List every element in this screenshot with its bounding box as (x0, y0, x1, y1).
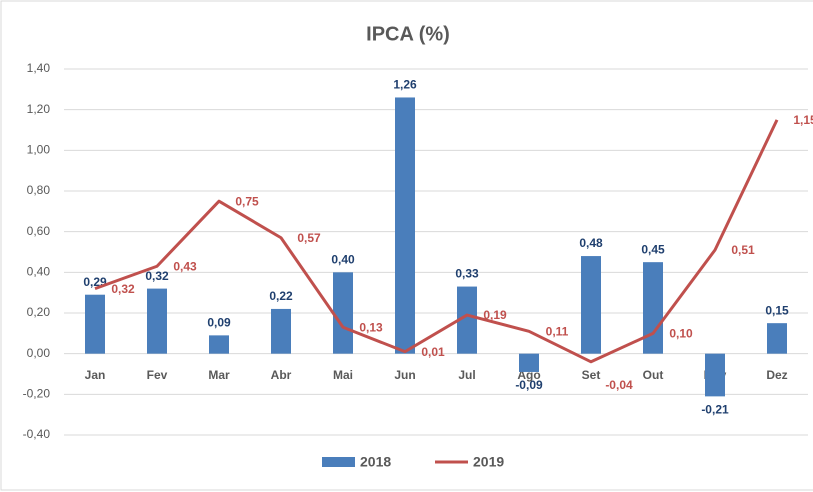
data-label: 1,26 (393, 78, 417, 92)
bar (85, 294, 105, 354)
y-tick-label: 1,20 (27, 102, 51, 116)
data-label: 0,75 (235, 194, 259, 208)
data-label: 0,32 (145, 269, 169, 283)
data-label: 0,33 (455, 267, 479, 281)
data-label: 0,45 (641, 242, 665, 256)
data-label: 0,22 (269, 289, 293, 303)
bar (767, 323, 787, 354)
data-label: 0,10 (669, 327, 693, 341)
data-label: -0,21 (701, 403, 729, 417)
data-label: -0,09 (515, 378, 543, 392)
bar (271, 308, 291, 354)
line (94, 119, 779, 364)
data-label: 0,09 (207, 316, 231, 330)
x-tick-label: Jan (85, 368, 106, 382)
data-label: 0,57 (297, 231, 321, 245)
x-tick-label: Jun (394, 368, 415, 382)
y-tick-label: 0,40 (27, 265, 51, 279)
y-tick-label: -0,20 (23, 387, 51, 401)
legend-label: 2019 (473, 454, 504, 470)
x-tick-label: Jul (458, 368, 475, 382)
y-tick-label: -0,40 (23, 427, 51, 441)
chart-title: IPCA (%) (366, 23, 450, 45)
y-tick-label: 1,40 (27, 61, 51, 75)
bar (581, 256, 601, 354)
y-tick-label: 0,80 (27, 183, 51, 197)
data-label: 0,19 (483, 308, 507, 322)
data-label: -0,04 (605, 378, 633, 392)
x-tick-label: Abr (271, 368, 292, 382)
bar (705, 353, 725, 397)
data-label: 0,11 (546, 324, 569, 338)
x-tick-label: Mai (333, 368, 353, 382)
legend-swatch (322, 457, 355, 467)
x-tick-label: Set (582, 368, 601, 382)
x-tick-label: Dez (766, 368, 787, 382)
data-label: 0,32 (111, 282, 135, 296)
bar (395, 97, 415, 354)
data-label: 0,15 (765, 303, 789, 317)
data-label: 0,01 (421, 345, 445, 359)
bar (457, 286, 477, 354)
bar (209, 335, 229, 354)
data-label: 0,48 (579, 236, 603, 250)
bar (147, 288, 167, 354)
y-tick-label: 0,20 (27, 305, 51, 319)
x-tick-label: Mar (208, 368, 230, 382)
bar (333, 272, 353, 354)
data-label: 0,40 (331, 253, 355, 267)
x-tick-label: Fev (147, 368, 168, 382)
y-tick-label: 0,00 (27, 346, 51, 360)
bar (643, 262, 663, 354)
x-tick-label: Out (643, 368, 664, 382)
legend-label: 2018 (360, 454, 391, 470)
data-label: 0,43 (173, 259, 197, 273)
y-tick-label: 1,00 (27, 143, 51, 157)
bar (519, 353, 539, 372)
data-label: 0,13 (359, 320, 383, 334)
data-label: 0,51 (731, 243, 755, 257)
y-tick-label: 0,60 (27, 224, 51, 238)
data-label: 1,15 (793, 113, 813, 127)
